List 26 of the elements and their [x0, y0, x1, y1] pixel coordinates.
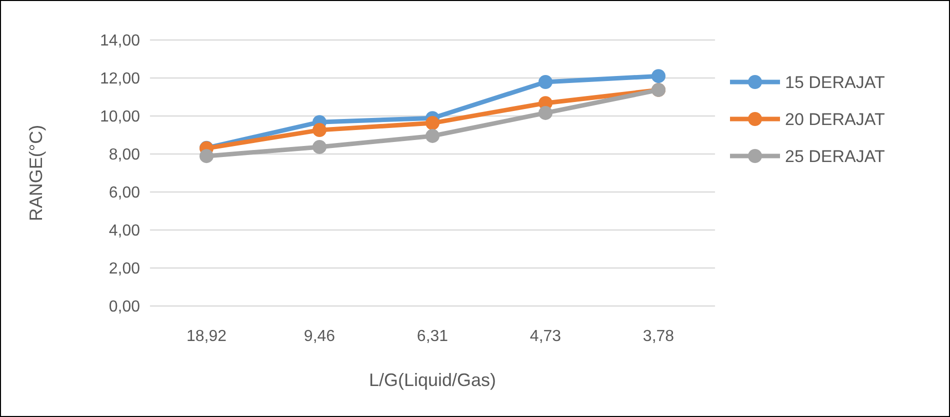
point: [426, 128, 440, 143]
point: [312, 140, 326, 154]
y-tick-label: 10,00: [100, 108, 140, 126]
legend-label: 15 DERAJAT: [785, 72, 885, 92]
y-tick-label: 4,00: [108, 222, 140, 240]
y-tick-label: 0,00: [108, 298, 140, 316]
x-tick-label: 9,46: [304, 328, 336, 345]
y-axis-title: RANGE(°C): [26, 124, 46, 222]
point: [426, 116, 440, 130]
y-tick-label: 2,00: [108, 260, 140, 278]
point: [312, 123, 326, 138]
point: [538, 74, 552, 89]
x-axis-title: L/G(Liquid/Gas): [368, 370, 496, 390]
y-tick-label: 12,00: [100, 70, 140, 88]
x-tick-label: 3,78: [642, 328, 674, 345]
y-tick-label: 6,00: [108, 184, 140, 202]
point: [538, 106, 552, 120]
x-tick-label: 4,73: [530, 328, 562, 345]
point: [652, 69, 666, 84]
legend-label: 25 DERAJAT: [785, 146, 885, 166]
point: [200, 149, 214, 164]
x-tick-label: 6,31: [416, 328, 448, 345]
legend-label: 20 DERAJAT: [785, 110, 885, 129]
x-tick-label: 18,92: [186, 328, 227, 345]
y-tick-label: 14,00: [100, 32, 140, 50]
y-tick-label: 8,00: [108, 146, 140, 164]
